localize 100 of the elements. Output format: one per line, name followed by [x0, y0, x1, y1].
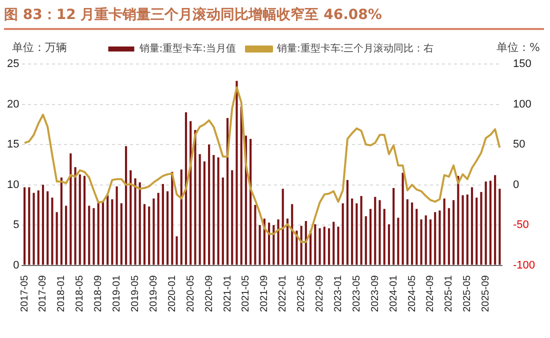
x-tick-label: 2021-05 — [240, 274, 252, 312]
x-tick-label: 2019-09 — [148, 274, 160, 312]
bar — [254, 204, 256, 265]
bar — [360, 196, 362, 265]
x-tick-label: 2019-01 — [112, 274, 123, 312]
bar — [250, 138, 252, 265]
bar — [494, 175, 496, 265]
bar — [410, 202, 414, 265]
bar — [102, 202, 104, 265]
bar — [470, 187, 474, 265]
bar — [60, 178, 62, 265]
bar — [484, 182, 487, 265]
bar — [116, 186, 118, 265]
bar — [208, 144, 210, 265]
bar — [291, 204, 294, 265]
bar — [74, 167, 76, 265]
x-tick-label: 2023-05 — [351, 274, 362, 312]
bar — [111, 199, 114, 265]
y-tick-label: 5 — [13, 219, 20, 232]
bar — [448, 208, 450, 265]
bar — [397, 218, 400, 265]
bar — [318, 228, 321, 265]
bar — [24, 187, 26, 265]
x-tick-label: 2020-05 — [185, 274, 196, 312]
bar — [198, 154, 201, 265]
bar — [42, 184, 44, 265]
bar — [402, 172, 404, 265]
bar — [78, 174, 81, 265]
x-tick-label: 2018-01 — [56, 274, 68, 312]
bar — [346, 180, 348, 265]
x-tick-label: 2022-05 — [296, 274, 308, 312]
bar — [498, 188, 501, 265]
bar — [383, 208, 386, 265]
bar — [217, 157, 220, 265]
bar — [157, 192, 160, 265]
bar — [171, 172, 174, 265]
x-tick-label: 2024-01 — [388, 274, 400, 312]
y-tick-label: 10 — [6, 178, 20, 191]
x-tick-label: 2020-01 — [166, 274, 178, 312]
bar — [351, 198, 354, 265]
legend-label: 销量:重型卡车:三个月滚动同比：右 — [276, 42, 434, 55]
y2-tick-label: 150 — [512, 58, 532, 70]
bar — [176, 236, 178, 265]
bar — [416, 208, 418, 265]
bar — [184, 112, 188, 265]
x-tick-label: 2025-05 — [462, 274, 474, 312]
bar — [452, 200, 455, 265]
bar — [443, 198, 446, 265]
bar — [138, 182, 141, 265]
bar — [342, 203, 344, 265]
bar — [434, 212, 436, 265]
y2-tick-label: 50 — [512, 138, 526, 151]
bar — [356, 203, 358, 265]
bar — [124, 146, 128, 265]
bar — [143, 204, 146, 265]
bar — [332, 222, 335, 265]
y-tick-label: 25 — [6, 58, 20, 70]
bar — [378, 200, 381, 265]
x-tick-label: 2024-05 — [406, 274, 418, 312]
x-tick-label: 2018-05 — [74, 274, 86, 312]
bar — [420, 219, 422, 265]
bar — [92, 208, 95, 265]
bar — [272, 225, 275, 265]
bar — [28, 187, 30, 265]
y2-tick-label: -100 — [512, 259, 536, 272]
bar — [134, 178, 136, 265]
bar — [337, 226, 340, 265]
bar — [424, 215, 427, 265]
bar — [51, 198, 54, 265]
x-tick-label: 2023-01 — [332, 274, 344, 312]
bar — [268, 222, 270, 265]
x-tick-label: 2017-09 — [38, 274, 49, 312]
bar — [374, 196, 376, 265]
bar — [148, 206, 150, 265]
y2-tick-label: 0 — [512, 178, 520, 191]
bar — [106, 195, 109, 265]
bar — [162, 184, 164, 265]
bar — [314, 224, 316, 265]
bar — [323, 226, 326, 265]
x-tick-label: 2022-01 — [278, 274, 289, 312]
x-tick-label: 2022-09 — [314, 274, 326, 312]
x-tick-label: 2023-09 — [370, 274, 381, 312]
bar — [388, 224, 390, 265]
y-tick-label: 0 — [13, 259, 20, 272]
bar — [282, 188, 284, 265]
bar — [65, 206, 68, 265]
bar — [32, 192, 35, 265]
bar — [70, 153, 72, 265]
bar — [152, 198, 155, 265]
bar — [457, 176, 460, 265]
bar — [180, 169, 182, 265]
bar — [231, 170, 234, 265]
x-tick-label: 2020-09 — [204, 274, 215, 312]
chart-title: 图 83：12 月重卡销量三个月滚动同比增幅收窄至 46.08% — [4, 6, 544, 30]
bar — [328, 228, 330, 265]
y2-tick-label: 100 — [512, 98, 532, 110]
bar — [438, 210, 441, 265]
bar — [120, 203, 122, 265]
y-tick-label: 20 — [6, 98, 20, 110]
x-tick-label: 2025-09 — [480, 274, 492, 312]
